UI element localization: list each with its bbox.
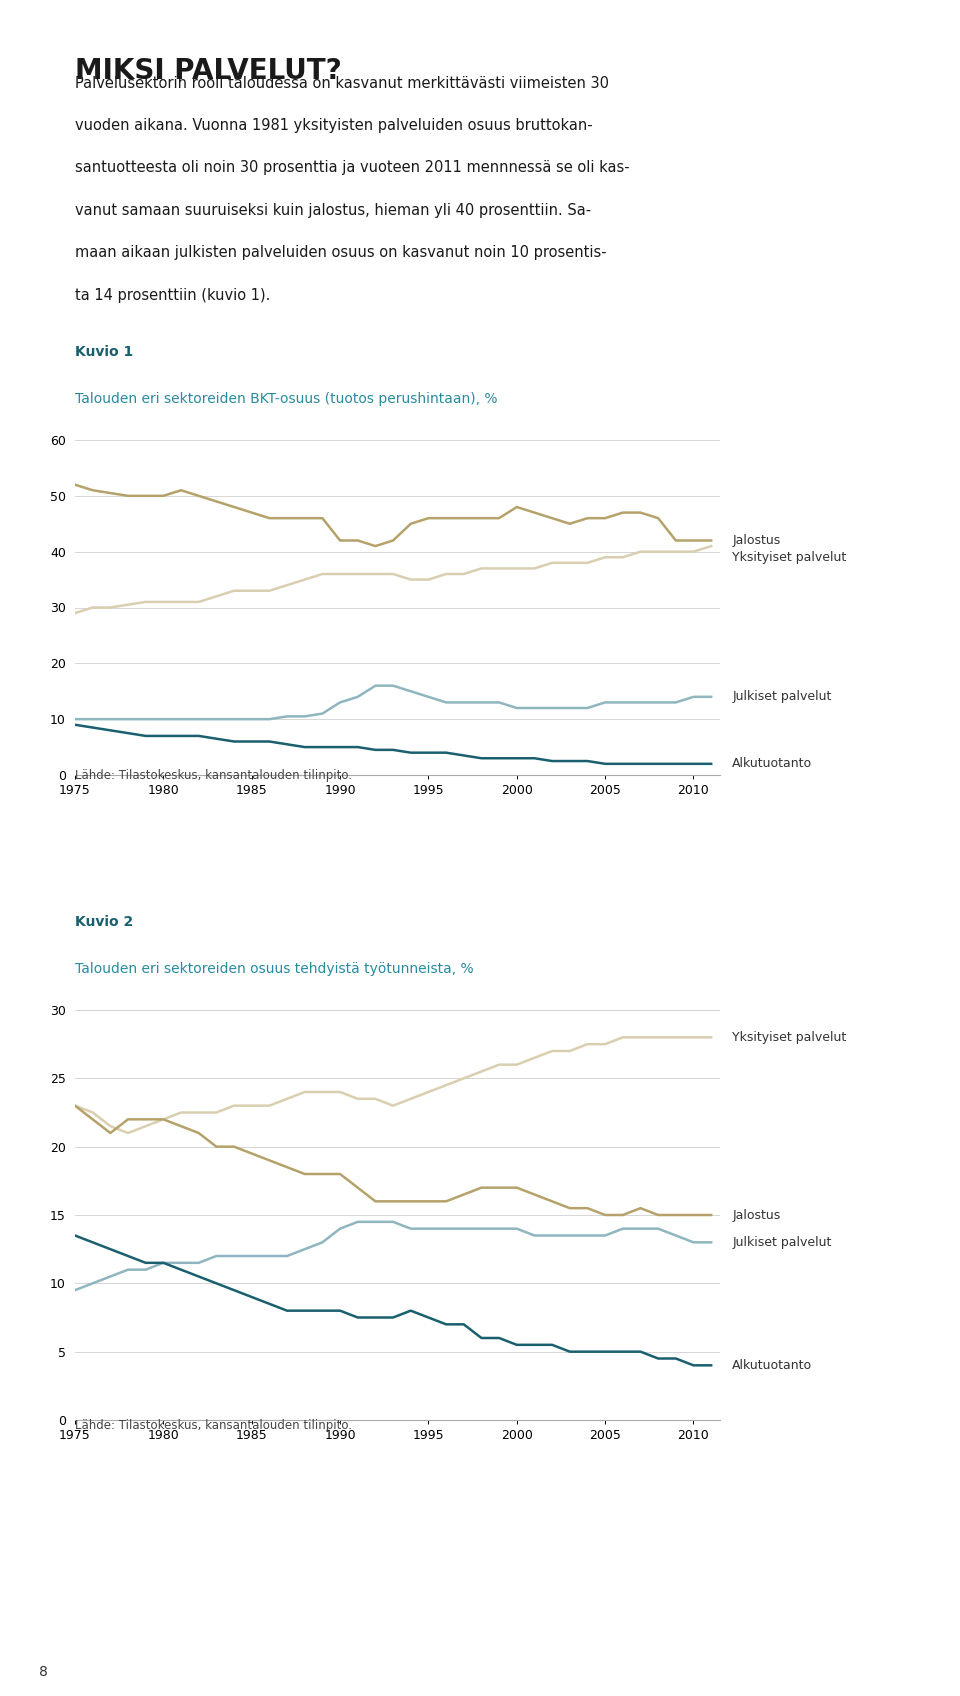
Text: ta 14 prosenttiin (kuvio 1).: ta 14 prosenttiin (kuvio 1). xyxy=(75,288,271,302)
Text: 8: 8 xyxy=(38,1665,48,1679)
Text: Jalostus: Jalostus xyxy=(732,534,780,548)
Text: Kuvio 1: Kuvio 1 xyxy=(75,346,133,360)
Text: Lähde: Tilastokeskus, kansantalouden tilinpito.: Lähde: Tilastokeskus, kansantalouden til… xyxy=(75,770,352,782)
Text: vanut samaan suuruiseksi kuin jalostus, hieman yli 40 prosenttiin. Sa-: vanut samaan suuruiseksi kuin jalostus, … xyxy=(75,204,591,217)
Text: Yksityiset palvelut: Yksityiset palvelut xyxy=(732,1031,847,1043)
Text: Yksityiset palvelut: Yksityiset palvelut xyxy=(732,551,847,563)
Text: santuotteesta oli noin 30 prosenttia ja vuoteen 2011 mennnessä se oli kas-: santuotteesta oli noin 30 prosenttia ja … xyxy=(75,161,630,175)
Text: Jalostus: Jalostus xyxy=(732,1209,780,1221)
Text: Julkiset palvelut: Julkiset palvelut xyxy=(732,690,831,704)
Text: maan aikaan julkisten palveluiden osuus on kasvanut noin 10 prosentis-: maan aikaan julkisten palveluiden osuus … xyxy=(75,246,607,259)
Text: Palvelusektorin rooli taloudessa on kasvanut merkittävästi viimeisten 30: Palvelusektorin rooli taloudessa on kasv… xyxy=(75,76,609,90)
Text: Julkiset palvelut: Julkiset palvelut xyxy=(732,1236,831,1248)
Text: Talouden eri sektoreiden osuus tehdyistä työtunneista, %: Talouden eri sektoreiden osuus tehdyistä… xyxy=(75,962,473,975)
Text: MIKSI PALVELUT?: MIKSI PALVELUT? xyxy=(75,58,342,85)
Text: vuoden aikana. Vuonna 1981 yksityisten palveluiden osuus bruttokan-: vuoden aikana. Vuonna 1981 yksityisten p… xyxy=(75,119,592,132)
Text: Alkutuotanto: Alkutuotanto xyxy=(732,758,812,770)
Text: Kuvio 2: Kuvio 2 xyxy=(75,916,133,929)
Text: Lähde: Tilastokeskus, kansantalouden tilinpito.: Lähde: Tilastokeskus, kansantalouden til… xyxy=(75,1420,352,1433)
Text: Alkutuotanto: Alkutuotanto xyxy=(732,1358,812,1372)
Text: Talouden eri sektoreiden BKT-osuus (tuotos perushintaan), %: Talouden eri sektoreiden BKT-osuus (tuot… xyxy=(75,392,497,405)
